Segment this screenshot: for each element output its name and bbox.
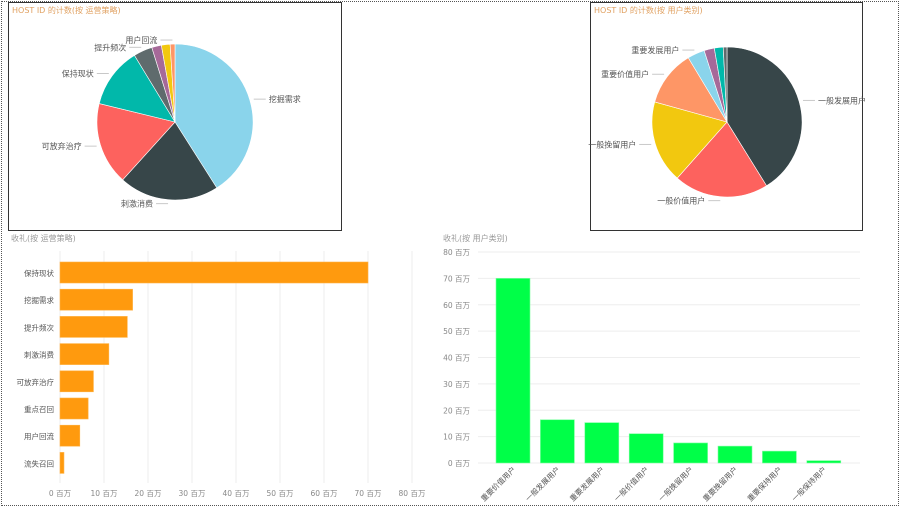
x-tick-label: 80 百万	[399, 489, 426, 498]
y-tick-label: 40 百万	[443, 354, 470, 363]
y-category-label: 流失召回	[24, 458, 54, 468]
x-category-label: 重要挽留用户	[701, 464, 740, 503]
bar	[806, 460, 842, 464]
pie-label: 保持现状	[62, 69, 94, 79]
pie-slice	[169, 43, 176, 123]
x-category-label: 一般挽留用户	[656, 464, 695, 503]
y-tick-label: 20 百万	[443, 406, 470, 415]
pie-label: 挖掘需求	[269, 94, 301, 104]
bar-strategy-title: 收礼(按 运营策略)	[11, 234, 76, 243]
x-tick-label: 40 百万	[223, 489, 250, 498]
pie-slice	[174, 43, 254, 189]
x-tick-label: 20 百万	[135, 489, 162, 498]
bar	[59, 370, 94, 393]
x-tick-label: 50 百万	[267, 489, 294, 498]
x-tick-label: 60 百万	[311, 489, 338, 498]
pie-label: 一般挽留用户	[588, 139, 636, 149]
pie-label: 用户回流	[125, 35, 157, 45]
y-category-label: 提升频次	[24, 322, 54, 332]
bar	[59, 343, 110, 365]
pie-category-title: HOST ID 的计数(按 用户类别)	[594, 6, 703, 15]
y-category-label: 保持现状	[24, 268, 54, 278]
bar	[59, 316, 128, 338]
x-category-label: 重要保持用户	[745, 464, 784, 503]
bar	[584, 422, 620, 464]
pie-strategy-title: HOST ID 的计数(按 运营策略)	[12, 6, 121, 15]
y-tick-label: 60 百万	[443, 301, 470, 310]
pie-slice	[122, 121, 218, 201]
y-tick-label: 10 百万	[443, 433, 470, 442]
bar	[495, 278, 531, 464]
pie-label: 可放弃治疗	[42, 141, 82, 151]
x-category-label: 重要发展用户	[567, 464, 606, 503]
y-tick-label: 50 百万	[443, 327, 470, 336]
y-tick-label: 0 百万	[448, 459, 471, 468]
bar	[717, 445, 753, 464]
pie-slice	[98, 54, 176, 123]
x-tick-label: 30 百万	[179, 489, 206, 498]
bar	[59, 397, 89, 420]
bar	[673, 442, 708, 464]
pie-label: 重要发展用户	[631, 45, 679, 55]
pie-slice	[96, 103, 176, 181]
x-category-label: 重要价值用户	[479, 464, 518, 503]
x-category-label: 一般发展用户	[523, 464, 562, 503]
y-category-label: 重点召回	[24, 405, 54, 414]
pie-label: 重要价值用户	[601, 69, 649, 79]
y-category-label: 挖掘需求	[24, 295, 54, 305]
bar	[628, 433, 664, 464]
x-tick-label: 0 百万	[49, 489, 72, 498]
x-category-label: 一般保持用户	[789, 464, 828, 503]
x-category-label: 一般价值用户	[612, 464, 651, 503]
pie-label: 刺激消费	[121, 199, 153, 209]
pie-label: 一般价值用户	[657, 196, 705, 206]
x-tick-label: 70 百万	[355, 489, 382, 498]
y-category-label: 可放弃治疗	[17, 377, 55, 387]
pie-slice	[726, 46, 803, 187]
y-tick-label: 70 百万	[443, 274, 470, 283]
pie-label: 一般发展用户	[818, 95, 866, 105]
y-category-label: 刺激消费	[24, 350, 54, 360]
y-category-label: 用户回流	[24, 431, 54, 441]
pie-slice	[676, 121, 767, 198]
bar	[59, 424, 81, 447]
bar	[762, 450, 797, 464]
pie-slice	[722, 46, 728, 123]
bar-category-title: 收礼(按 用户类别)	[443, 234, 508, 243]
pie-label: 提升频次	[94, 42, 126, 52]
pie-slice	[651, 101, 728, 179]
bar	[59, 288, 133, 311]
bar	[540, 419, 575, 464]
y-tick-label: 80 百万	[443, 248, 470, 257]
y-tick-label: 30 百万	[443, 380, 470, 389]
bar	[59, 452, 65, 474]
bar	[59, 261, 369, 284]
x-tick-label: 10 百万	[91, 489, 118, 498]
